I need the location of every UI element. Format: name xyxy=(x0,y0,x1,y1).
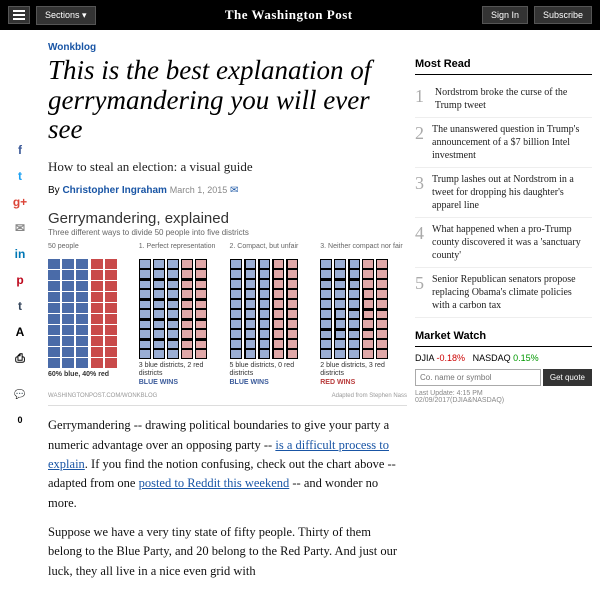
article-subhead: How to steal an election: a visual guide xyxy=(48,159,407,175)
author-link[interactable]: Christopher Ingraham xyxy=(62,185,166,196)
email-icon[interactable]: ✉ xyxy=(230,185,238,196)
body-p2: Suppose we have a very tiny state of fif… xyxy=(48,523,407,581)
most-read-item[interactable]: 2The unanswered question in Trump's anno… xyxy=(415,118,592,168)
mr-title: Nordstrom broke the curse of the Trump t… xyxy=(435,86,592,112)
mr-rank: 4 xyxy=(415,223,424,262)
ig-panels: 50 people 60% blue, 40% red 1. Perfect r… xyxy=(48,243,407,387)
most-read-item[interactable]: 1 Nordstrom broke the curse of the Trump … xyxy=(415,81,592,118)
sections-button[interactable]: Sections ▾ xyxy=(36,6,96,25)
content-area: ftg+✉inptA⎙ 💬 0 Wonkblog This is the bes… xyxy=(0,30,600,581)
right-rail: Most Read 1 Nordstrom broke the curse of … xyxy=(415,42,600,581)
menu-icon[interactable] xyxy=(8,6,30,24)
comment-icon[interactable]: 💬 xyxy=(12,386,28,402)
ig-panel-2: 1. Perfect representation 3 blue distric… xyxy=(139,243,226,387)
mr-rank: 3 xyxy=(415,173,424,212)
article-headline: This is the best explanation of gerryman… xyxy=(48,56,407,145)
share-icon-4[interactable]: in xyxy=(12,246,28,262)
mw-update-time: Last Update: 4:15 PM xyxy=(415,390,592,397)
ig-subtitle: Three different ways to divide 50 people… xyxy=(48,228,407,237)
section-label[interactable]: Wonkblog xyxy=(48,42,407,53)
mr-rank: 5 xyxy=(415,273,424,312)
mr-title: Senior Republican senators propose repla… xyxy=(432,273,592,312)
symbol-input[interactable] xyxy=(415,369,541,386)
comment-count[interactable]: 0 xyxy=(12,412,28,428)
mw-update-date: 02/09/2017(DJIA&NASDAQ) xyxy=(415,397,592,404)
quote-search: Get quote xyxy=(415,369,592,386)
mr-title: Trump lashes out at Nordstrom in a tweet… xyxy=(432,173,592,212)
market-indices: DJIA -0.18% NASDAQ 0.15% xyxy=(415,353,592,363)
body-link-2[interactable]: posted to Reddit this weekend xyxy=(139,476,290,490)
share-icon-2[interactable]: g+ xyxy=(12,194,28,210)
share-rail: ftg+✉inptA⎙ 💬 0 xyxy=(0,42,40,581)
most-read-item[interactable]: 3Trump lashes out at Nordstrom in a twee… xyxy=(415,168,592,218)
ig-footer: WASHINGTONPOST.COM/WONKBLOG Adapted from… xyxy=(48,393,407,399)
infographic: Gerrymandering, explained Three differen… xyxy=(48,204,407,406)
ig-panel-1: 50 people 60% blue, 40% red xyxy=(48,243,135,387)
ig-panel-3: 2. Compact, but unfair 5 blue districts,… xyxy=(230,243,317,387)
market-watch-header: Market Watch xyxy=(415,330,592,347)
share-icon-8[interactable]: ⎙ xyxy=(12,350,28,366)
share-icon-7[interactable]: A xyxy=(12,324,28,340)
djia-value: -0.18% xyxy=(437,353,466,363)
ig-panel-4: 3. Neither compact nor fair 2 blue distr… xyxy=(320,243,407,387)
nasdaq-value: 0.15% xyxy=(513,353,539,363)
article-main: Wonkblog This is the best explanation of… xyxy=(40,42,415,581)
subscribe-button[interactable]: Subscribe xyxy=(534,6,592,24)
most-read-header: Most Read xyxy=(415,58,592,75)
share-icon-5[interactable]: p xyxy=(12,272,28,288)
byline: By Christopher Ingraham March 1, 2015 ✉ xyxy=(48,185,407,196)
share-icon-0[interactable]: f xyxy=(12,142,28,158)
mr-rank: 2 xyxy=(415,123,424,162)
get-quote-button[interactable]: Get quote xyxy=(543,369,592,386)
most-read-list: 1 Nordstrom broke the curse of the Trump … xyxy=(415,81,592,318)
article-date: March 1, 2015 xyxy=(170,185,228,195)
most-read-item[interactable]: 4What happened when a pro-Trump county d… xyxy=(415,218,592,268)
mr-rank: 1 xyxy=(415,86,427,112)
body-p1: Gerrymandering -- drawing political boun… xyxy=(48,416,407,513)
share-icon-1[interactable]: t xyxy=(12,168,28,184)
ig-title: Gerrymandering, explained xyxy=(48,210,407,227)
share-icon-6[interactable]: t xyxy=(12,298,28,314)
byline-prefix: By xyxy=(48,185,62,196)
signin-button[interactable]: Sign In xyxy=(482,6,528,24)
most-read-item[interactable]: 5Senior Republican senators propose repl… xyxy=(415,268,592,318)
topbar-left: Sections ▾ xyxy=(8,6,96,25)
topbar: Sections ▾ The Washington Post Sign In S… xyxy=(0,0,600,30)
masthead-logo[interactable]: The Washington Post xyxy=(225,7,353,23)
mr-title: The unanswered question in Trump's annou… xyxy=(432,123,592,162)
mr-title: What happened when a pro-Trump county di… xyxy=(432,223,592,262)
share-icon-3[interactable]: ✉ xyxy=(12,220,28,236)
topbar-right: Sign In Subscribe xyxy=(482,6,592,24)
